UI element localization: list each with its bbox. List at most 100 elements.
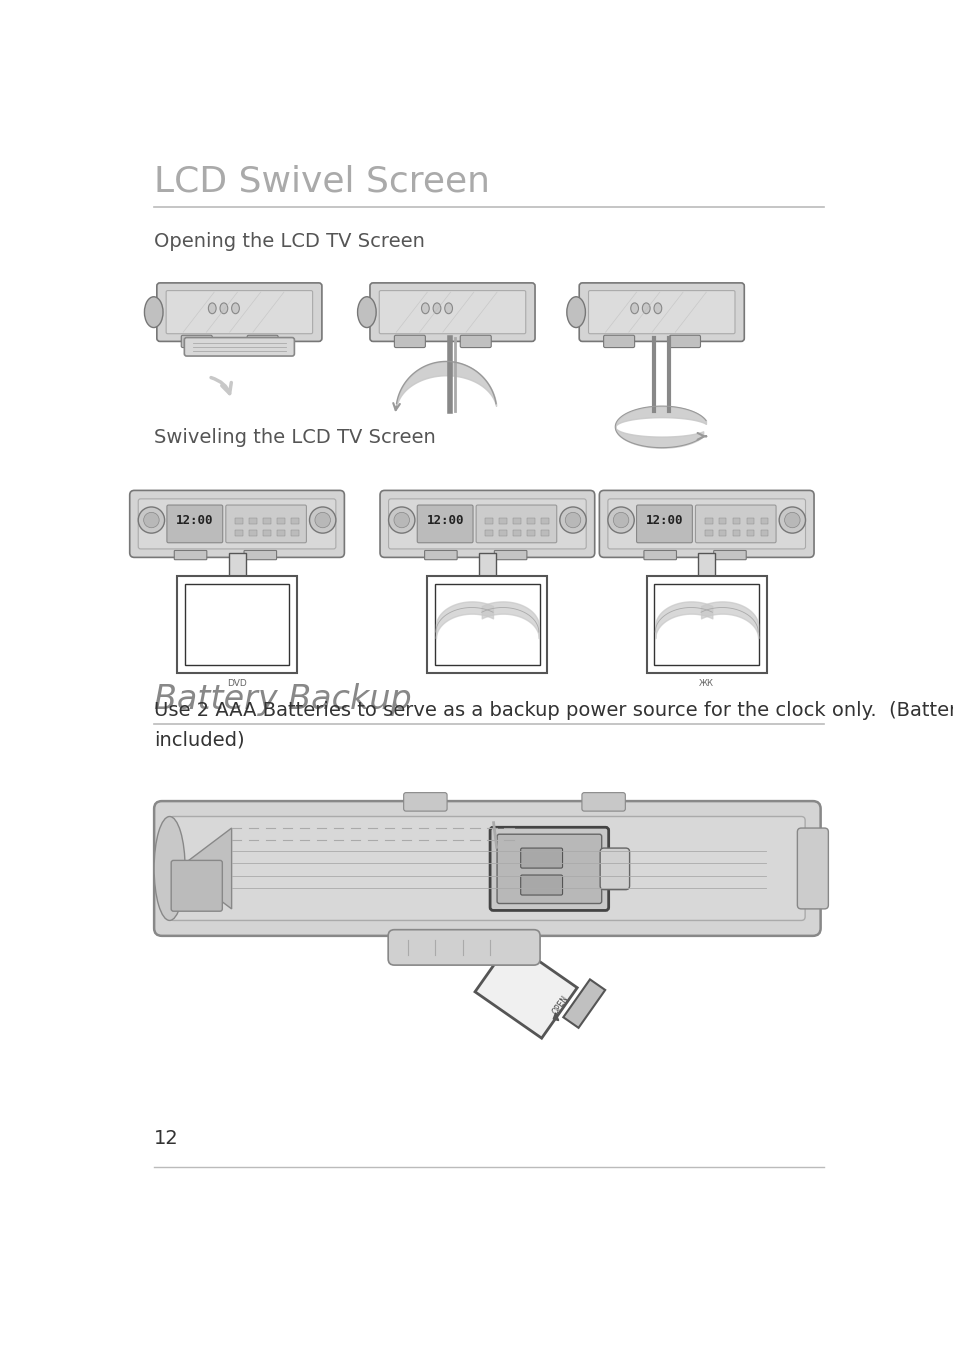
Circle shape xyxy=(314,513,330,528)
Bar xyxy=(427,576,547,672)
Bar xyxy=(498,518,507,524)
Ellipse shape xyxy=(566,297,585,328)
Bar xyxy=(513,518,520,524)
Bar xyxy=(704,518,712,524)
Text: 12:00: 12:00 xyxy=(426,514,463,528)
Text: ЖК: ЖК xyxy=(699,679,714,687)
FancyBboxPatch shape xyxy=(643,551,676,560)
FancyBboxPatch shape xyxy=(598,490,813,558)
FancyBboxPatch shape xyxy=(174,551,207,560)
Ellipse shape xyxy=(208,302,216,313)
FancyBboxPatch shape xyxy=(166,290,313,333)
Ellipse shape xyxy=(433,302,440,313)
Ellipse shape xyxy=(144,297,163,328)
Bar xyxy=(540,529,548,536)
Text: 12:00: 12:00 xyxy=(176,514,213,528)
Bar xyxy=(234,529,243,536)
FancyBboxPatch shape xyxy=(424,551,456,560)
Bar xyxy=(291,518,298,524)
Bar xyxy=(760,518,767,524)
FancyBboxPatch shape xyxy=(170,817,804,921)
Ellipse shape xyxy=(444,302,452,313)
Bar xyxy=(746,529,754,536)
Ellipse shape xyxy=(154,817,185,921)
FancyBboxPatch shape xyxy=(370,284,535,342)
FancyBboxPatch shape xyxy=(695,505,775,543)
Bar xyxy=(732,518,740,524)
FancyBboxPatch shape xyxy=(490,828,608,910)
Circle shape xyxy=(613,513,628,528)
Bar xyxy=(291,529,298,536)
Circle shape xyxy=(607,508,634,533)
Bar xyxy=(732,529,740,536)
FancyBboxPatch shape xyxy=(603,335,634,347)
Bar xyxy=(760,529,767,536)
FancyBboxPatch shape xyxy=(156,284,321,342)
Bar xyxy=(718,529,725,536)
Bar xyxy=(263,518,271,524)
Bar xyxy=(646,576,766,672)
FancyBboxPatch shape xyxy=(636,505,692,543)
Polygon shape xyxy=(562,979,604,1027)
FancyBboxPatch shape xyxy=(607,500,804,549)
FancyBboxPatch shape xyxy=(379,490,594,558)
Bar xyxy=(527,529,535,536)
FancyBboxPatch shape xyxy=(416,505,473,543)
Text: Opening the LCD TV Screen: Opening the LCD TV Screen xyxy=(154,232,424,251)
Bar xyxy=(654,585,759,664)
Text: Swiveling the LCD TV Screen: Swiveling the LCD TV Screen xyxy=(154,428,436,447)
Bar xyxy=(498,529,507,536)
FancyBboxPatch shape xyxy=(130,490,344,558)
Ellipse shape xyxy=(654,302,661,313)
Bar xyxy=(249,518,256,524)
FancyBboxPatch shape xyxy=(588,290,734,333)
Ellipse shape xyxy=(232,302,239,313)
FancyBboxPatch shape xyxy=(599,848,629,890)
Bar xyxy=(485,518,493,524)
Ellipse shape xyxy=(357,297,375,328)
FancyBboxPatch shape xyxy=(520,875,562,895)
Circle shape xyxy=(559,508,585,533)
Bar xyxy=(276,529,284,536)
Circle shape xyxy=(783,513,800,528)
Circle shape xyxy=(138,508,165,533)
FancyBboxPatch shape xyxy=(171,860,222,911)
Circle shape xyxy=(144,513,159,528)
Bar xyxy=(276,518,284,524)
Bar xyxy=(435,585,539,664)
Circle shape xyxy=(779,508,804,533)
FancyBboxPatch shape xyxy=(226,505,306,543)
Bar xyxy=(177,576,296,672)
Circle shape xyxy=(565,513,580,528)
Circle shape xyxy=(388,508,415,533)
FancyBboxPatch shape xyxy=(797,828,827,909)
FancyBboxPatch shape xyxy=(520,848,562,868)
Circle shape xyxy=(309,508,335,533)
Bar xyxy=(513,529,520,536)
FancyBboxPatch shape xyxy=(388,930,539,965)
FancyBboxPatch shape xyxy=(713,551,745,560)
FancyBboxPatch shape xyxy=(394,335,425,347)
Text: 12:00: 12:00 xyxy=(645,514,682,528)
Bar xyxy=(718,518,725,524)
Text: LCD Swivel Screen: LCD Swivel Screen xyxy=(154,165,490,198)
Ellipse shape xyxy=(641,302,649,313)
FancyBboxPatch shape xyxy=(181,335,212,347)
FancyBboxPatch shape xyxy=(403,792,447,811)
Text: OPEN: OPEN xyxy=(551,994,570,1017)
FancyBboxPatch shape xyxy=(459,335,491,347)
Bar xyxy=(746,518,754,524)
FancyBboxPatch shape xyxy=(476,505,557,543)
Text: 12: 12 xyxy=(154,1129,178,1148)
FancyBboxPatch shape xyxy=(184,338,294,356)
Bar xyxy=(485,529,493,536)
Ellipse shape xyxy=(630,302,638,313)
FancyBboxPatch shape xyxy=(154,801,820,936)
FancyBboxPatch shape xyxy=(388,500,585,549)
Bar xyxy=(263,529,271,536)
Ellipse shape xyxy=(421,302,429,313)
Polygon shape xyxy=(475,941,577,1038)
Circle shape xyxy=(394,513,409,528)
Bar xyxy=(704,529,712,536)
FancyBboxPatch shape xyxy=(581,792,624,811)
